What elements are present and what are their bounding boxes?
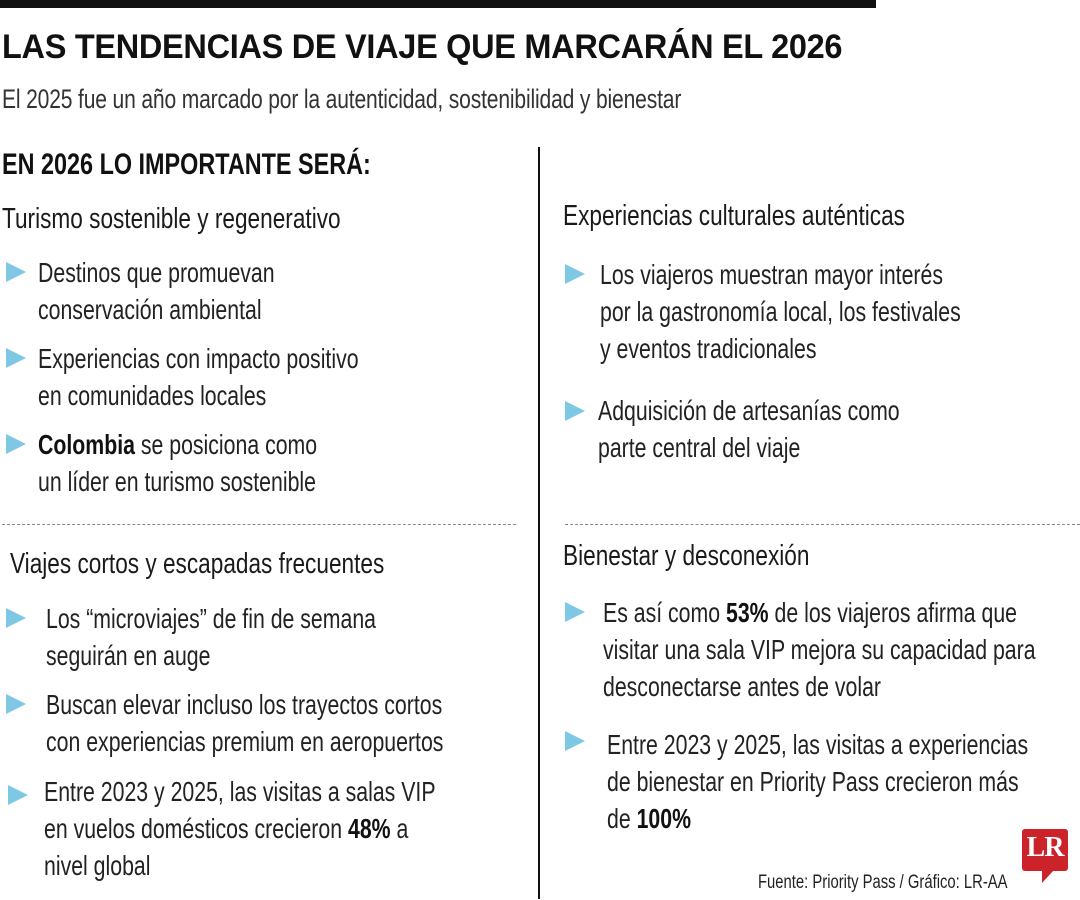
triangle-bullet-icon	[565, 264, 585, 284]
column-divider	[538, 147, 540, 899]
lr-logo-tail	[1042, 870, 1054, 883]
triangle-bullet-icon	[6, 694, 26, 714]
bullet-line: de los viajeros afirma que	[768, 597, 1017, 628]
dashed-divider	[2, 524, 516, 525]
bullet-line: Entre 2023 y 2025, las visitas a experie…	[607, 729, 1029, 760]
bullet-text: Es así como 53% de los viajeros afirma q…	[603, 594, 1036, 705]
bullet-text: Los viajeros muestran mayor interés por l…	[600, 256, 961, 367]
section-title-viajes-cortos: Viajes cortos y escapadas frecuentes	[10, 548, 385, 580]
triangle-bullet-icon	[6, 262, 26, 282]
bullet-emphasis: Colombia	[38, 429, 135, 460]
lr-logo	[1022, 829, 1068, 871]
bullet-text: Experiencias con impacto positivo en comu…	[38, 340, 359, 414]
top-rule	[0, 0, 876, 8]
triangle-bullet-icon	[565, 401, 585, 421]
triangle-bullet-icon	[565, 602, 585, 622]
bullet-line: un líder en turismo sostenible	[38, 466, 316, 497]
bullet-line: Los viajeros muestran mayor interés	[600, 259, 943, 290]
bullet-line: a	[390, 813, 409, 844]
bullet-line: Experiencias con impacto positivo	[38, 343, 359, 374]
section-title-bienestar: Bienestar y desconexión	[563, 540, 810, 572]
lr-logo-text: LR	[1026, 832, 1065, 863]
section-title-cultural: Experiencias culturales auténticas	[563, 200, 906, 232]
bullet-text: Adquisición de artesanías como parte cent…	[598, 392, 900, 466]
bullet-line: conservación ambiental	[38, 294, 262, 325]
bullet-line: y eventos tradicionales	[600, 333, 817, 364]
source-credit: Fuente: Priority Pass / Gráfico: LR-AA	[758, 872, 1008, 893]
triangle-bullet-icon	[6, 348, 26, 368]
bullet-line: con experiencias premium en aeropuertos	[46, 726, 444, 757]
bullet-emphasis: 53%	[726, 597, 769, 628]
bullet-emphasis: 100%	[636, 803, 692, 834]
dashed-divider	[565, 524, 1080, 525]
bullet-text: Entre 2023 y 2025, las visitas a salas V…	[44, 773, 436, 884]
bullet-line: de	[607, 803, 637, 834]
bullet-line: nivel global	[44, 850, 151, 881]
bullet-line: Los “microviajes” de fin de semana	[46, 603, 376, 634]
page-subtitle: El 2025 fue un año marcado por la autent…	[2, 84, 682, 114]
triangle-bullet-icon	[6, 434, 26, 454]
bullet-line: Destinos que promuevan	[38, 257, 275, 288]
bullet-text: Colombia se posiciona como un líder en tu…	[38, 426, 317, 500]
bullet-line: Es así como	[603, 597, 727, 628]
triangle-bullet-icon	[565, 731, 585, 751]
bullet-emphasis: 48%	[347, 813, 391, 844]
bullet-line: en comunidades locales	[38, 380, 267, 411]
bullet-line: por la gastronomía local, los festivales	[600, 296, 961, 327]
page-title: LAS TENDENCIAS DE VIAJE QUE MARCARÁN EL …	[2, 28, 843, 66]
bullet-line: en vuelos domésticos crecieron	[44, 813, 348, 844]
bullet-line: se posiciona como	[134, 429, 318, 460]
triangle-bullet-icon	[6, 608, 26, 628]
bullet-text: Entre 2023 y 2025, las visitas a experie…	[607, 726, 1028, 837]
bullet-text: Destinos que promuevan conservación ambie…	[38, 254, 275, 328]
section-title-sostenible: Turismo sostenible y regenerativo	[2, 203, 341, 235]
bullet-line: desconectarse antes de volar	[603, 671, 881, 702]
bullet-line: de bienestar en Priority Pass crecieron …	[607, 766, 1019, 797]
bullet-line: Adquisición de artesanías como	[598, 395, 900, 426]
bullet-line: Buscan elevar incluso los trayectos cort…	[46, 689, 443, 720]
bullet-line: seguirán en auge	[46, 640, 211, 671]
bullet-text: Buscan elevar incluso los trayectos cort…	[46, 686, 443, 760]
triangle-bullet-icon	[8, 785, 28, 805]
bullet-line: parte central del viaje	[598, 432, 801, 463]
bullet-line: Entre 2023 y 2025, las visitas a salas V…	[44, 776, 436, 807]
bullet-text: Los “microviajes” de fin de semana seguir…	[46, 600, 376, 674]
section-kicker: EN 2026 LO IMPORTANTE SERÁ:	[2, 148, 371, 181]
bullet-line: visitar una sala VIP mejora su capacidad…	[603, 634, 1036, 665]
